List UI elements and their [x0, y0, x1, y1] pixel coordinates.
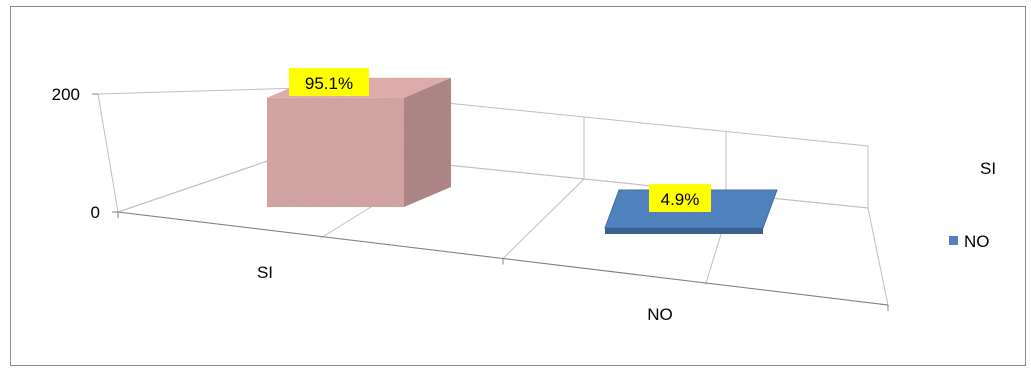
legend-entry-no: NO: [964, 232, 990, 251]
floor: [117, 149, 889, 306]
floor-divider: [502, 178, 585, 259]
legend-entry-si: SI: [980, 159, 996, 178]
legend-swatch-no: [949, 236, 958, 245]
bar-si-front: [267, 97, 404, 207]
data-label-si: 95.1%: [289, 68, 369, 96]
y-tick-label: 0: [91, 203, 100, 222]
chart-bars: [267, 77, 778, 234]
x-tick-label-no: NO: [647, 305, 673, 324]
x-tick-label-si: SI: [257, 263, 273, 282]
data-label-text: 95.1%: [305, 74, 353, 93]
bar-no-front: [605, 228, 763, 234]
chart-frame: [10, 6, 1026, 366]
data-label-bg: [649, 184, 711, 212]
y-tick-label: 200: [52, 85, 80, 104]
data-label-no: 4.9%: [649, 184, 711, 212]
data-label-text: 4.9%: [661, 190, 700, 209]
bar-si: [267, 77, 451, 207]
bar-si-side: [404, 77, 451, 207]
data-label-bg: [289, 68, 369, 96]
floor-center-line: [705, 230, 723, 285]
chart-labels: 95.1% 4.9%: [289, 68, 711, 212]
legend: SI NO: [949, 159, 996, 251]
chart-axes: 0 200 SI NO: [52, 85, 889, 324]
